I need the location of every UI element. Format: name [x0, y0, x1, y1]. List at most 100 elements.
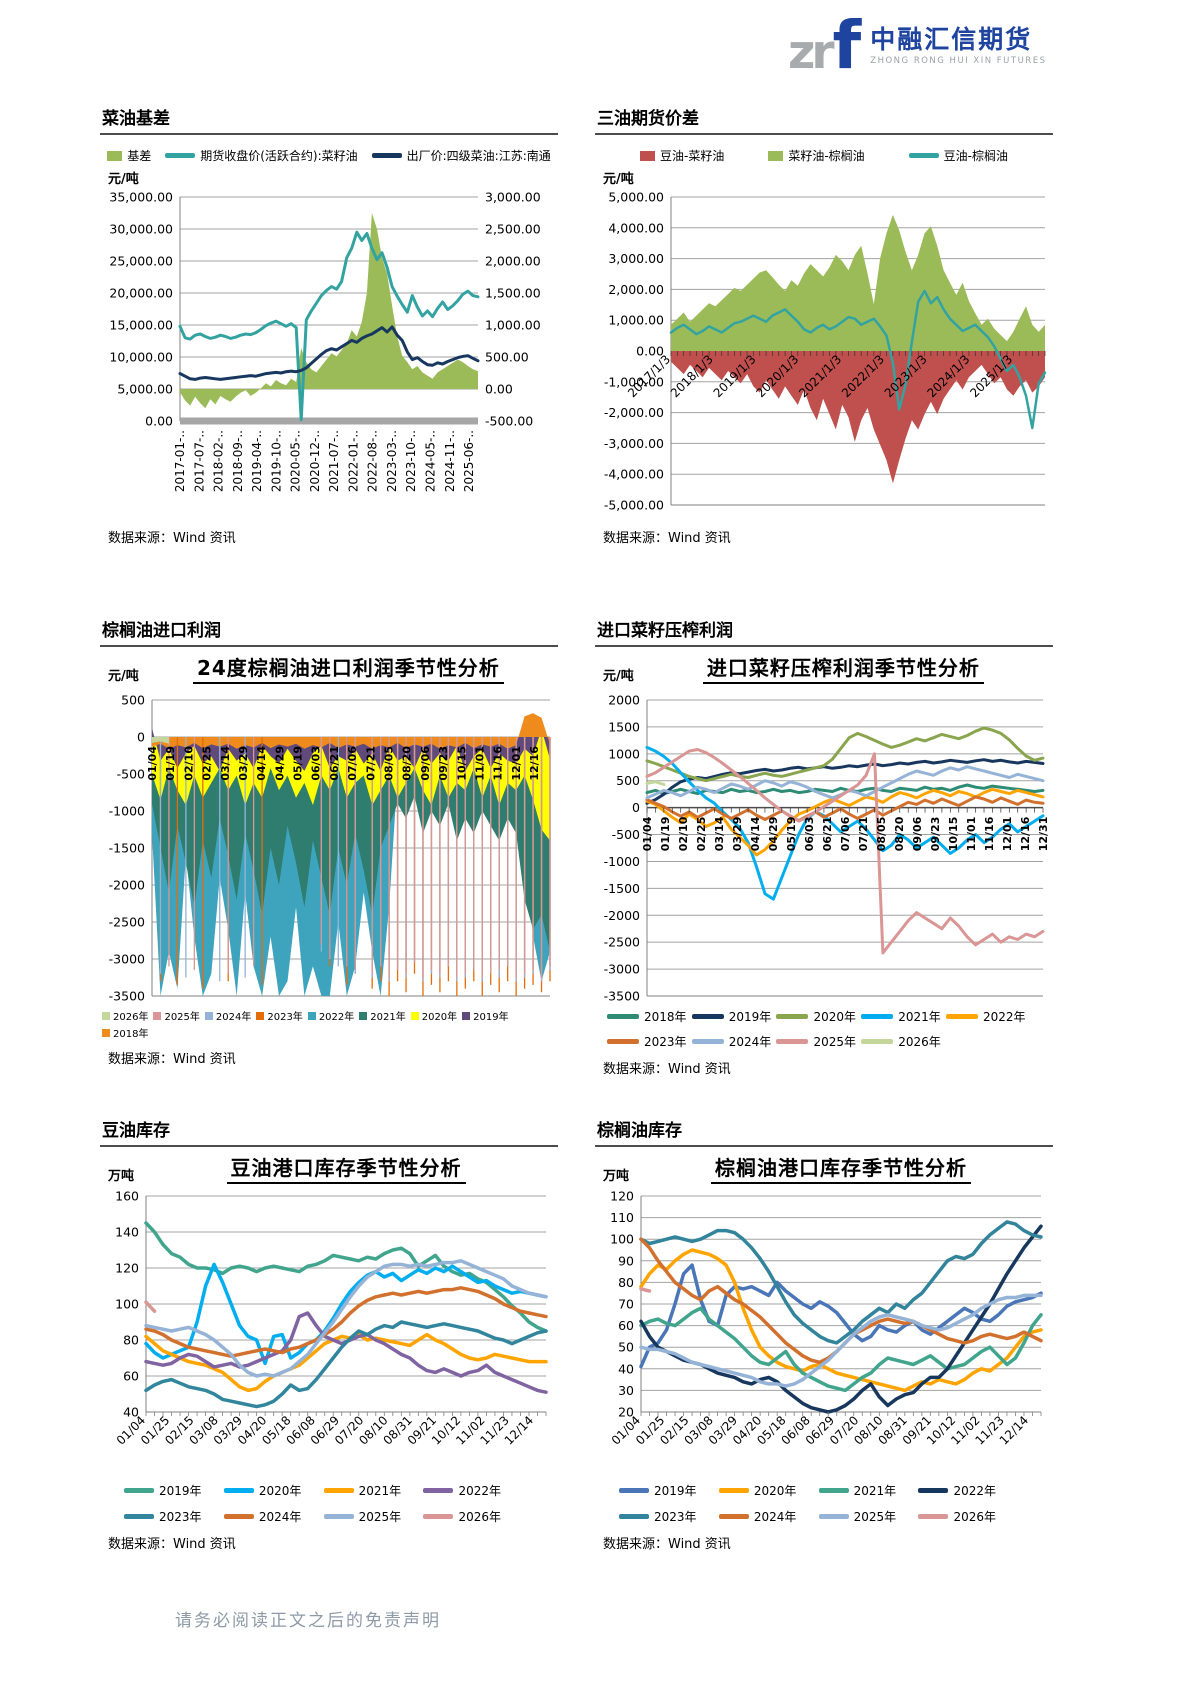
svg-text:11/01: 11/01 — [473, 746, 486, 781]
legend-label: 期货收盘价(活跃合约):菜籽油 — [200, 149, 358, 163]
section-three-oil-futures-spread: 三油期货价差 豆油-菜籽油 菜籽油-棕榈油 豆油-棕榈油 元/吨 5,000.00 4… — [595, 104, 1053, 616]
legend-swatch — [256, 1011, 265, 1020]
legend-item: 2021年 — [818, 1482, 919, 1499]
legend-label: 2026年 — [458, 1510, 501, 1524]
svg-text:-1,000.00: -1,000.00 — [604, 374, 664, 389]
legend-item: 2022年 — [423, 1482, 523, 1499]
header-rule — [595, 133, 1053, 135]
legend-label: 2022年 — [458, 1484, 501, 1498]
legend-item: 2023年 — [607, 1033, 692, 1050]
svg-text:06/21: 06/21 — [821, 817, 834, 852]
legend-swatch — [153, 1011, 162, 1020]
svg-text:12/16: 12/16 — [528, 746, 541, 781]
svg-text:120: 120 — [115, 1261, 139, 1276]
legend-swatch — [359, 1011, 368, 1020]
svg-text:03/14: 03/14 — [713, 816, 726, 851]
legend-swatch — [768, 150, 784, 161]
svg-text:03/14: 03/14 — [219, 746, 232, 781]
svg-text:0.00: 0.00 — [636, 344, 664, 359]
svg-text:02/25: 02/25 — [695, 817, 708, 852]
legend-item: 2020年 — [223, 1482, 324, 1499]
svg-text:2024-05-..: 2024-05-.. — [424, 430, 438, 492]
legend-label: 豆油-菜籽油 — [659, 149, 725, 163]
chart-title: 进口菜籽压榨利润季节性分析 — [702, 652, 984, 684]
brand-logo: zr f 中融汇信期货 ZHONG RONG HUI XIN FUTURES — [788, 7, 1046, 84]
axis-unit-label: 万吨 — [603, 1169, 630, 1184]
legend-swatch — [718, 1488, 749, 1493]
svg-text:05/19: 05/19 — [785, 817, 798, 852]
legend-item: 2022年 — [945, 1008, 1031, 1025]
logo-letter-f: f — [832, 7, 862, 84]
svg-text:3,000.00: 3,000.00 — [485, 190, 541, 205]
legend-label: 菜籽油-棕榈油 — [788, 149, 865, 163]
svg-text:01/04: 01/04 — [641, 816, 654, 851]
svg-text:10,000.00: 10,000.00 — [109, 350, 173, 365]
chart-legend: 2018年 2019年 2020年 2021年 2022年 2023年 2024年 2025年… — [595, 1004, 1053, 1050]
legend-label: 2019年 — [159, 1484, 202, 1498]
legend-swatch — [371, 153, 402, 158]
legend-swatch — [818, 1514, 849, 1519]
legend-label: 2026年 — [953, 1510, 996, 1524]
disclaimer-footer: 请务必阅读正文之后的免责声明 — [175, 1611, 441, 1631]
svg-text:03/29: 03/29 — [237, 746, 250, 781]
section-rapeoil-basis: 菜油基差 基差 期货收盘价(活跃合约):菜籽油 出厂价:四级菜油:江苏:南通 元/吨… — [100, 104, 558, 616]
svg-text:5,000.00: 5,000.00 — [117, 382, 173, 397]
svg-text:2022-01-..: 2022-01-.. — [346, 430, 360, 492]
svg-text:06/03: 06/03 — [310, 746, 323, 781]
section-header: 棕榈油进口利润 — [102, 621, 221, 641]
svg-text:2024-11-..: 2024-11-.. — [443, 430, 457, 492]
legend-label: 2020年 — [813, 1010, 857, 1024]
data-source-note: 数据来源：Wind 资讯 — [108, 1052, 236, 1067]
legend-label: 2019年 — [728, 1010, 772, 1024]
legend-swatch — [223, 1514, 254, 1519]
section-imported-rapeseed-crush-profit: 进口菜籽压榨利润 元/吨 进口菜籽压榨利润季节性分析 2000 1500 1000 5… — [595, 616, 1053, 1116]
legend-label: 2021年 — [898, 1010, 941, 1024]
svg-text:-500.00: -500.00 — [485, 414, 533, 429]
svg-text:-500: -500 — [117, 767, 145, 782]
legend-swatch — [107, 150, 123, 161]
legend-item: 基差 — [107, 147, 151, 164]
legend-label: 2026年 — [898, 1035, 941, 1049]
legend-swatch — [165, 153, 196, 158]
svg-text:2023-03-..: 2023-03-.. — [385, 430, 399, 492]
legend-label: 2023年 — [267, 1012, 303, 1023]
svg-text:1000: 1000 — [608, 746, 640, 761]
svg-text:500: 500 — [616, 773, 640, 788]
legend-item: 2025年 — [818, 1508, 919, 1525]
chart-legend: 豆油-菜籽油 菜籽油-棕榈油 豆油-棕榈油 — [595, 140, 1053, 167]
legend-swatch — [124, 1514, 154, 1519]
svg-text:160: 160 — [115, 1189, 139, 1204]
svg-text:-3500: -3500 — [604, 989, 640, 1004]
svg-text:-1000: -1000 — [109, 804, 145, 819]
legend-label: 2024年 — [215, 1012, 252, 1023]
svg-text:100: 100 — [115, 1297, 139, 1312]
legend-swatch — [124, 1488, 154, 1493]
svg-text:-3000: -3000 — [109, 952, 145, 967]
legend-swatch — [718, 1514, 749, 1519]
legend-swatch — [945, 1014, 978, 1019]
section-header: 菜油基差 — [102, 109, 170, 129]
svg-text:2025-06-..: 2025-06-.. — [462, 430, 476, 492]
svg-text:03/29: 03/29 — [731, 817, 744, 852]
svg-text:09/06: 09/06 — [911, 816, 924, 851]
legend-label: 2018年 — [113, 1029, 149, 1040]
legend-label: 2024年 — [728, 1035, 772, 1049]
chart-legend: 2026年 2025年 2024年 2023年 2022年 2021年 2020年 2019年… — [100, 1004, 558, 1040]
legend-item: 2026年 — [918, 1508, 1018, 1525]
legend-item: 豆油-棕榈油 — [908, 147, 1008, 164]
svg-text:5,000.00: 5,000.00 — [608, 190, 664, 205]
legend-label: 2025年 — [813, 1035, 857, 1049]
svg-text:70: 70 — [618, 1297, 634, 1312]
svg-text:60: 60 — [618, 1318, 634, 1333]
palm-import-profit-chart: 500 0 -500 -1000 -1500 -2000 -2500 -3000 -3500 01… — [109, 693, 551, 1004]
legend-swatch — [204, 1011, 213, 1020]
legend-label: 出厂价:四级菜油:江苏:南通 — [406, 149, 551, 163]
legend-item: 2021年 — [861, 1008, 946, 1025]
svg-text:-5,000.00: -5,000.00 — [604, 498, 664, 513]
chart-title: 豆油港口库存季节性分析 — [226, 1152, 466, 1184]
svg-text:06/03: 06/03 — [803, 817, 816, 852]
svg-text:20: 20 — [618, 1405, 634, 1420]
svg-text:06/21: 06/21 — [328, 746, 341, 781]
legend-item: 2026年 — [423, 1508, 523, 1525]
svg-text:11/16: 11/16 — [492, 746, 505, 781]
